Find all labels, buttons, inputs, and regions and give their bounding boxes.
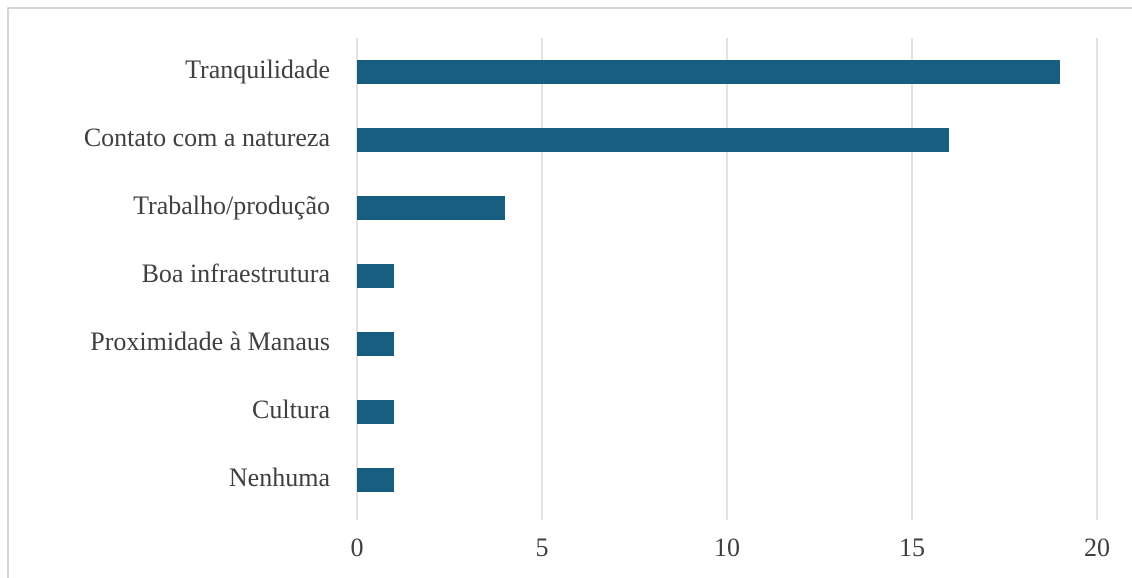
chart-border [7, 7, 1132, 578]
bar [357, 264, 394, 288]
x-tick-label: 15 [899, 533, 925, 562]
y-tick-label: Proximidade à Manaus [90, 327, 330, 356]
y-tick-label: Nenhuma [229, 463, 331, 492]
x-tick-label: 10 [714, 533, 740, 562]
x-tick-label: 0 [351, 533, 364, 562]
bar [357, 332, 394, 356]
bar [357, 196, 505, 220]
y-tick-label: Contato com a natureza [84, 123, 331, 152]
bar [357, 400, 394, 424]
x-tick-label: 20 [1084, 533, 1110, 562]
bar [357, 60, 1060, 84]
bar [357, 468, 394, 492]
y-tick-label: Tranquilidade [185, 55, 330, 84]
y-tick-label: Boa infraestrutura [142, 259, 331, 288]
bar [357, 128, 949, 152]
x-tick-label: 5 [536, 533, 549, 562]
y-tick-label: Cultura [252, 395, 330, 424]
y-tick-label: Trabalho/produção [133, 191, 330, 220]
